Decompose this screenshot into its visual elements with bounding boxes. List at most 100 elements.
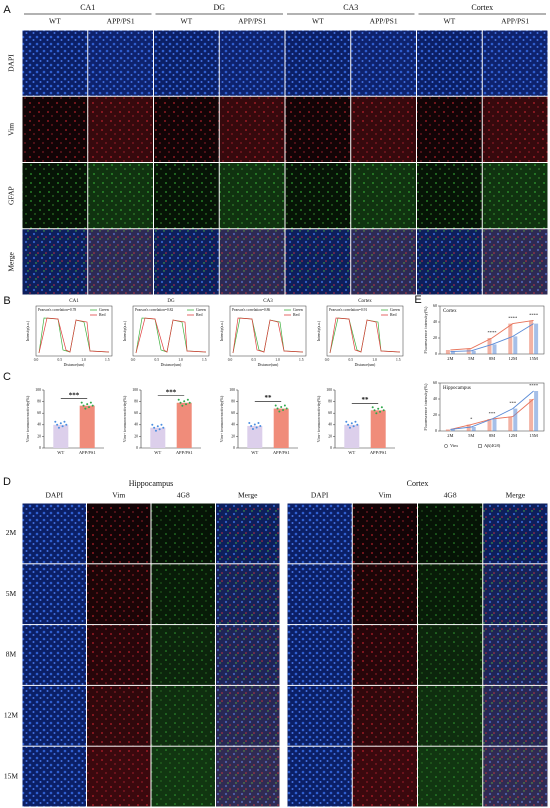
label: WT: [251, 450, 258, 455]
data-dot: [276, 407, 279, 410]
label: Merge: [238, 491, 258, 500]
label: ****: [529, 383, 539, 388]
signal-overlay: [352, 625, 417, 685]
bar: [534, 391, 539, 431]
bar: [492, 419, 497, 431]
label: ****: [488, 330, 498, 335]
micrograph: [418, 625, 483, 685]
data-dot: [285, 407, 288, 410]
label: 100: [326, 388, 332, 392]
label: Red: [99, 312, 105, 317]
signal-overlay: [351, 30, 416, 96]
signal-overlay: [216, 746, 280, 807]
label: Merge: [506, 491, 526, 500]
label: Vim+ immunoreactivity(%): [25, 395, 30, 442]
micrograph: [417, 30, 482, 96]
micrograph: [287, 564, 352, 625]
micrograph: [22, 30, 88, 96]
micrograph: [482, 229, 548, 295]
label: 60: [231, 411, 235, 415]
label: 80: [134, 399, 138, 403]
label: C: [3, 371, 11, 383]
profile-line: [329, 317, 401, 354]
label: 4G8: [444, 491, 457, 500]
label: WT: [444, 17, 456, 26]
micrograph: [87, 746, 151, 807]
signal-overlay: [216, 625, 280, 685]
micrograph: [482, 30, 548, 96]
micrograph: [88, 229, 153, 295]
micrograph: [22, 229, 88, 295]
data-dot: [63, 420, 66, 423]
label: 40: [231, 423, 235, 427]
signal-overlay: [219, 229, 285, 295]
label: *: [470, 417, 473, 422]
label: 15M: [529, 356, 538, 361]
label: Distance(um): [161, 363, 182, 367]
bar: [53, 424, 69, 448]
data-dot: [57, 426, 60, 429]
data-dot: [348, 426, 351, 429]
data-dot: [352, 425, 355, 428]
label: Intensity(a.u.): [220, 320, 224, 341]
label: CA1: [69, 299, 79, 304]
label: 60: [134, 411, 138, 415]
signal-overlay: [88, 229, 153, 295]
label: CA3: [343, 3, 358, 12]
micrograph: [287, 746, 352, 807]
label: Intensity(a.u.): [26, 320, 30, 341]
data-dot: [54, 420, 57, 423]
bar: [247, 425, 263, 448]
label: A: [3, 4, 11, 16]
bar: [508, 323, 513, 354]
micrograph: [482, 163, 548, 229]
plot-frame: [35, 305, 113, 357]
label: 1.5: [396, 358, 401, 362]
signal-overlay: [483, 564, 548, 625]
micrograph: [285, 229, 351, 295]
label: 60: [433, 380, 437, 385]
data-dot: [274, 404, 277, 407]
signal-overlay: [219, 30, 285, 96]
label: 0: [330, 446, 332, 450]
data-dot: [154, 429, 157, 432]
micrograph: [216, 625, 280, 685]
label: Distance(um): [64, 363, 85, 367]
label: Vim+ immunoreactivity(%): [219, 395, 224, 442]
data-dot: [80, 401, 83, 404]
label: 2M: [447, 356, 453, 361]
signal-overlay: [88, 163, 153, 229]
bar: [529, 399, 534, 431]
data-dot: [259, 424, 262, 427]
label: 1.5: [202, 358, 207, 362]
label: Red: [293, 312, 299, 317]
micrograph: [418, 746, 483, 807]
label: DAPI: [45, 491, 63, 500]
signal-overlay: [88, 30, 153, 96]
label: 0.5: [252, 358, 257, 362]
label: WT: [57, 450, 64, 455]
label: Vim: [450, 443, 458, 448]
label: WT: [312, 17, 324, 26]
label: 12M: [4, 711, 19, 720]
micrograph: [154, 30, 219, 96]
label: ****: [508, 316, 518, 321]
signal-overlay: [482, 163, 548, 229]
signal-overlay: [418, 746, 483, 807]
signal-overlay: [151, 625, 215, 685]
legend-marker: [444, 444, 448, 448]
data-dot: [160, 423, 163, 426]
micrograph: [88, 30, 153, 96]
bar: [450, 351, 455, 354]
plot-frame: [132, 305, 210, 357]
label: 80: [328, 399, 332, 403]
label: Cortex: [443, 309, 457, 314]
bar: [534, 323, 539, 354]
label: WT: [154, 450, 161, 455]
micrograph: [219, 30, 285, 96]
label: ***: [509, 401, 517, 406]
signal-overlay: [352, 685, 417, 746]
profile-line: [135, 317, 207, 354]
data-dot: [89, 401, 92, 404]
label: 2M: [6, 528, 17, 537]
